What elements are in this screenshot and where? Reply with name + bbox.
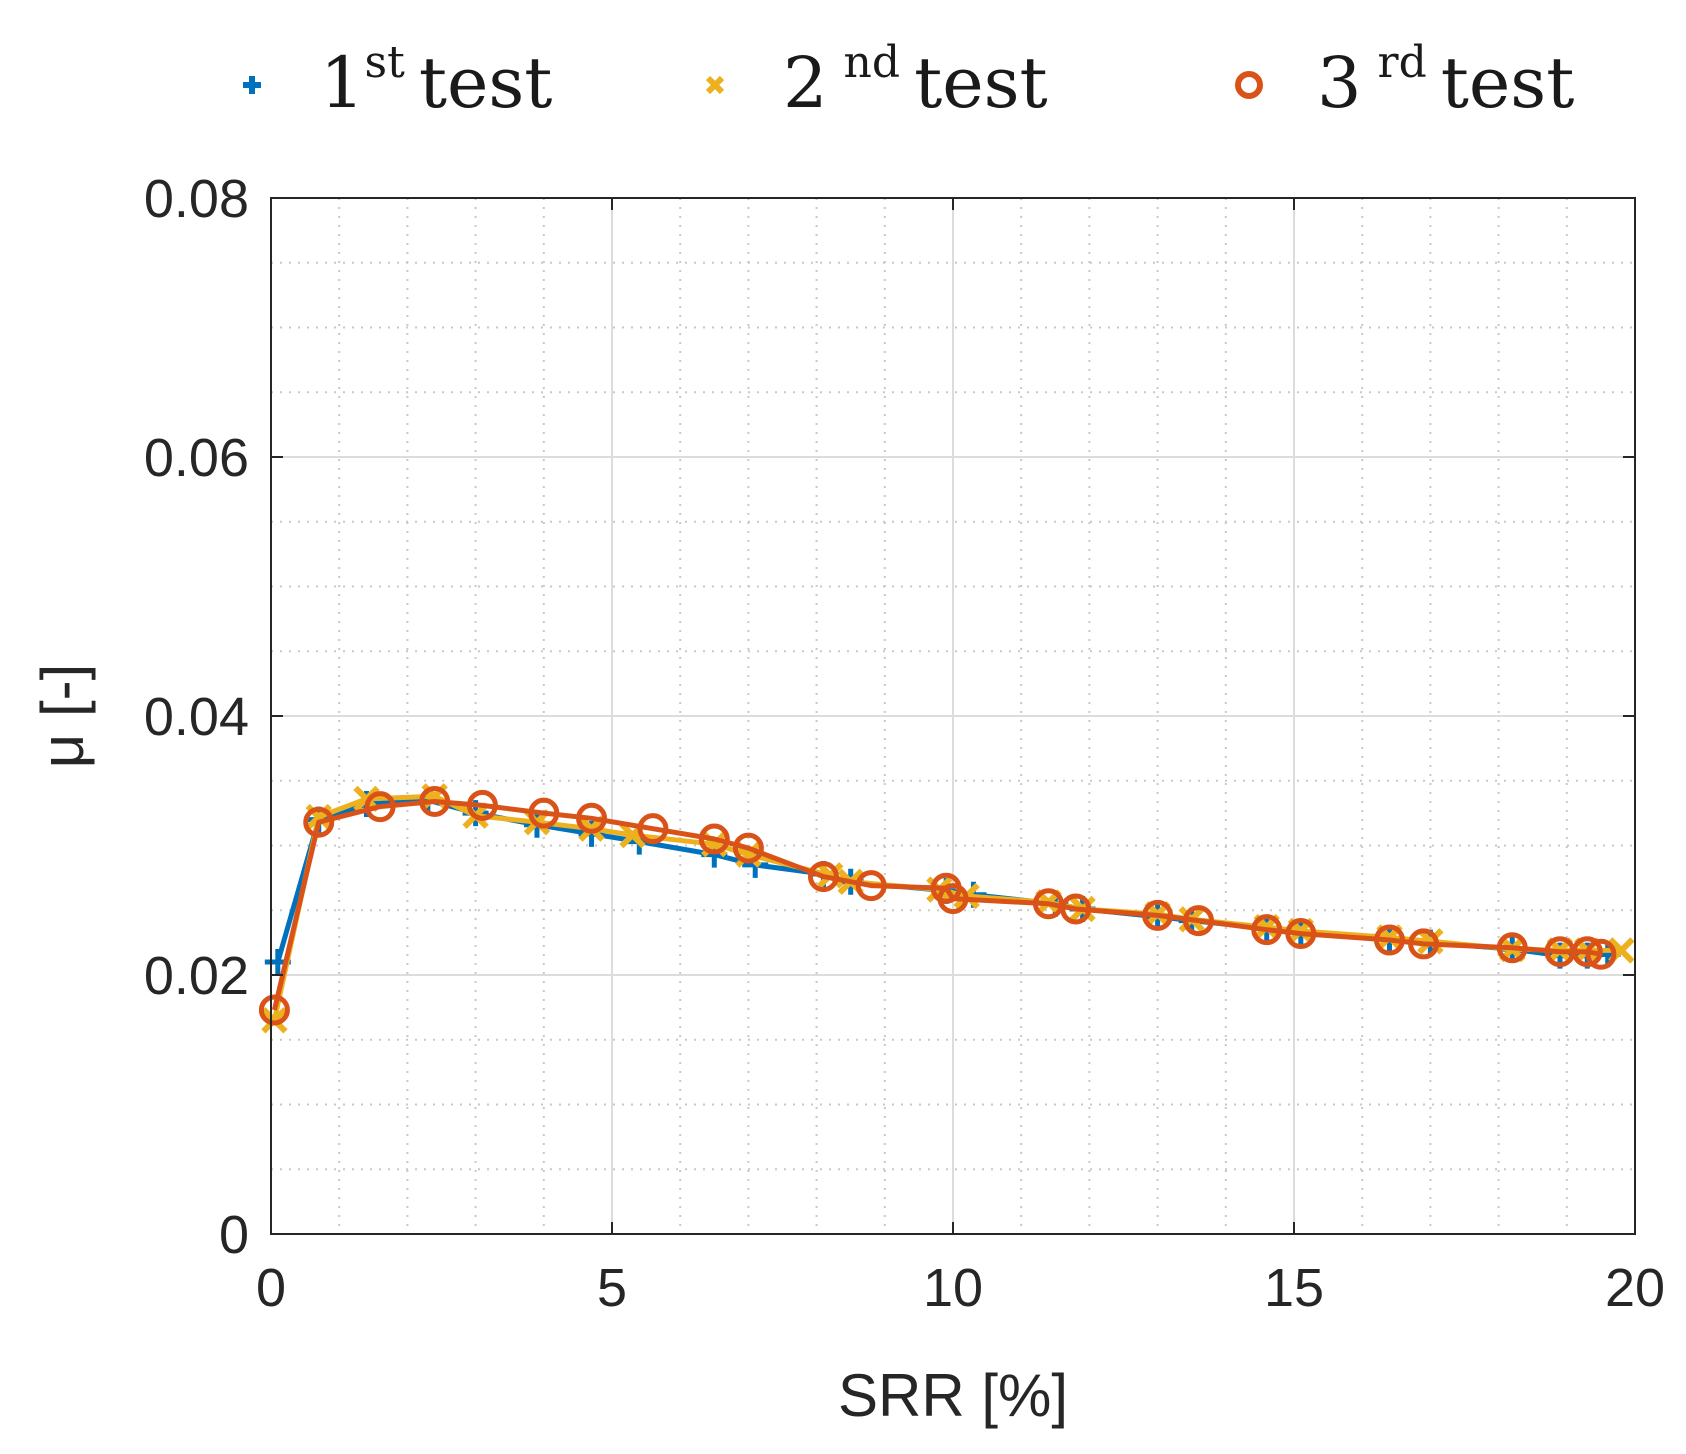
y-tick-label: 0.06 bbox=[144, 428, 249, 488]
legend-label: 1st test bbox=[320, 37, 552, 124]
legend-label-text: test bbox=[914, 42, 1048, 124]
series-layer bbox=[258, 783, 1635, 1034]
legend-entry-1: 1st test bbox=[243, 37, 552, 124]
x-tick-label: 20 bbox=[1605, 1258, 1665, 1318]
data-point bbox=[364, 791, 396, 823]
legend-marker bbox=[1235, 71, 1263, 99]
legend-label-superscript: st bbox=[365, 37, 406, 88]
x-tick-label: 0 bbox=[256, 1258, 286, 1318]
y-tick-label: 0 bbox=[219, 1205, 249, 1265]
series-3 bbox=[258, 785, 1617, 1026]
data-point bbox=[637, 813, 669, 845]
series-line bbox=[271, 799, 1602, 1011]
data-point bbox=[1183, 905, 1215, 937]
data-point bbox=[1408, 928, 1440, 960]
data-point bbox=[1285, 918, 1317, 950]
data-point bbox=[576, 802, 608, 834]
data-point bbox=[1142, 899, 1174, 931]
data-point bbox=[937, 883, 969, 915]
data-point bbox=[1496, 932, 1528, 964]
data-point bbox=[855, 870, 887, 902]
legend-marker bbox=[705, 75, 725, 95]
legend-entry-2: 2 nd test bbox=[705, 37, 1048, 124]
legend-label-number: 2 bbox=[783, 42, 828, 124]
legend-label-text: test bbox=[419, 42, 553, 124]
data-point bbox=[1571, 936, 1603, 968]
data-point bbox=[698, 823, 730, 855]
data-point bbox=[1251, 914, 1283, 946]
data-point bbox=[528, 797, 560, 829]
legend-label: 3 rd test bbox=[1317, 37, 1574, 124]
x-axis-label: SRR [%] bbox=[838, 1362, 1068, 1429]
data-point bbox=[303, 806, 335, 838]
y-tick-label: 0.08 bbox=[144, 169, 249, 229]
data-point bbox=[258, 994, 290, 1026]
data-point bbox=[807, 861, 839, 893]
data-point bbox=[1060, 893, 1092, 925]
data-point bbox=[732, 832, 764, 864]
data-point bbox=[466, 789, 498, 821]
y-tick-label: 0.02 bbox=[144, 946, 249, 1006]
x-tick-label: 5 bbox=[597, 1258, 627, 1318]
x-tick-label: 10 bbox=[923, 1258, 983, 1318]
legend-marker bbox=[243, 76, 261, 94]
data-point bbox=[1373, 924, 1405, 956]
x-tick-label: 15 bbox=[1264, 1258, 1324, 1318]
y-axis-label: μ [-] bbox=[29, 664, 96, 769]
y-tick-label: 0.04 bbox=[144, 687, 249, 747]
legend-label-number: 1 bbox=[320, 42, 365, 124]
data-point bbox=[419, 785, 451, 817]
axes: 0 5 10 15 20 0 0.02 0.04 0.06 0.08 bbox=[144, 169, 1665, 1318]
data-point bbox=[261, 1007, 288, 1034]
legend-label-number: 3 bbox=[1317, 42, 1362, 124]
data-point bbox=[1585, 938, 1617, 970]
legend-label-superscript: nd bbox=[844, 37, 901, 88]
legend-label: 2 nd test bbox=[783, 37, 1048, 124]
legend-entry-3: 3 rd test bbox=[1235, 37, 1574, 124]
legend-label-text: test bbox=[1441, 42, 1575, 124]
legend-label-superscript: rd bbox=[1378, 37, 1427, 88]
